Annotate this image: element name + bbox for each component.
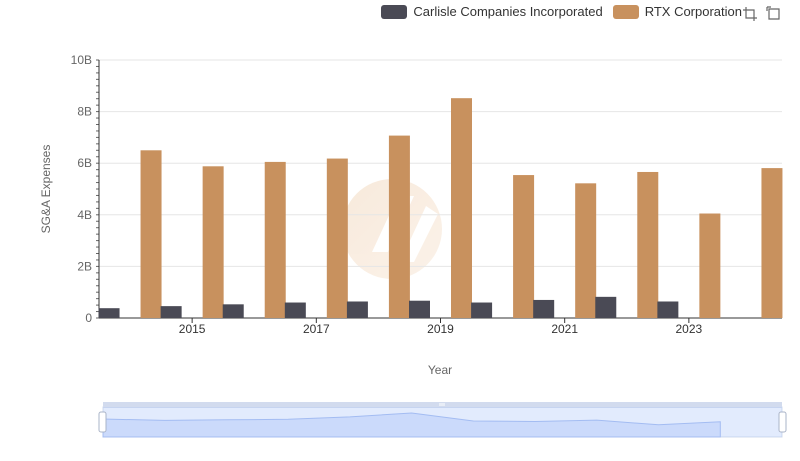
data-zoom-left-handle[interactable] <box>98 411 107 433</box>
x-axis-title: Year <box>428 363 452 377</box>
bar-rtx-2020[interactable] <box>513 175 535 318</box>
x-tick-label: 2017 <box>303 322 330 336</box>
x-axis: 2015 2017 2019 2021 2023 <box>99 317 782 336</box>
y-axis-title: SG&A Expenses <box>39 145 53 234</box>
bar-rtx-2021[interactable] <box>575 183 597 318</box>
data-zoom-preview <box>102 412 721 438</box>
bar-rtx-2022[interactable] <box>637 171 659 318</box>
bar-rtx-2019[interactable] <box>451 98 472 319</box>
data-zoom-slider[interactable] <box>98 402 787 438</box>
toolbox <box>742 6 782 22</box>
legend-label-carlisle: Carlisle Companies Incorporated <box>413 4 603 19</box>
legend-swatch-carlisle <box>381 4 408 19</box>
y-tick-label: 2B <box>77 259 92 273</box>
x-tick-label: 2023 <box>676 322 703 336</box>
bar-carlisle-2020[interactable] <box>471 302 493 318</box>
data-zoom-right-handle[interactable] <box>778 411 787 433</box>
x-tick-label: 2015 <box>179 322 206 336</box>
restore-icon[interactable] <box>766 6 782 22</box>
bar-carlisle-2017[interactable] <box>284 302 306 318</box>
bars <box>98 98 783 319</box>
y-tick-label: 0 <box>85 311 92 325</box>
legend: Carlisle Companies Incorporated RTX Corp… <box>381 4 742 19</box>
zoom-icon[interactable] <box>742 6 758 22</box>
y-tick-label: 6B <box>77 156 92 170</box>
bar-carlisle-2019[interactable] <box>409 300 430 318</box>
x-tick-label: 2019 <box>427 322 454 336</box>
bar-carlisle-2022[interactable] <box>595 296 617 318</box>
bar-rtx-2024[interactable] <box>761 168 783 318</box>
bar-rtx-2015[interactable] <box>202 166 224 318</box>
bar-rtx-2018[interactable] <box>388 135 410 318</box>
x-tick-label: 2021 <box>551 322 578 336</box>
bar-carlisle-2018[interactable] <box>346 301 368 318</box>
bar-carlisle-2016[interactable] <box>222 304 244 318</box>
bar-rtx-2016[interactable] <box>264 161 286 318</box>
bar-rtx-2023[interactable] <box>699 213 721 318</box>
y-tick-label: 10B <box>71 53 92 67</box>
bar-rtx-2014[interactable] <box>140 150 162 318</box>
bar-carlisle-2015[interactable] <box>160 306 182 318</box>
bar-carlisle-2014[interactable] <box>98 308 120 318</box>
y-axis: 0 2B 4B 6B 8B 10B <box>71 53 100 325</box>
legend-item-rtx[interactable]: RTX Corporation <box>612 4 742 19</box>
legend-item-carlisle[interactable]: Carlisle Companies Incorporated <box>381 4 603 19</box>
bar-rtx-2017[interactable] <box>326 158 348 318</box>
legend-swatch-rtx <box>612 4 639 19</box>
data-zoom-selection[interactable] <box>103 407 782 437</box>
data-zoom-grip-icon <box>439 403 445 406</box>
legend-label-rtx: RTX Corporation <box>644 4 742 19</box>
y-tick-label: 4B <box>77 208 92 222</box>
y-tick-label: 8B <box>77 105 92 119</box>
bar-carlisle-2023[interactable] <box>657 301 679 318</box>
bar-carlisle-2021[interactable] <box>533 299 555 318</box>
